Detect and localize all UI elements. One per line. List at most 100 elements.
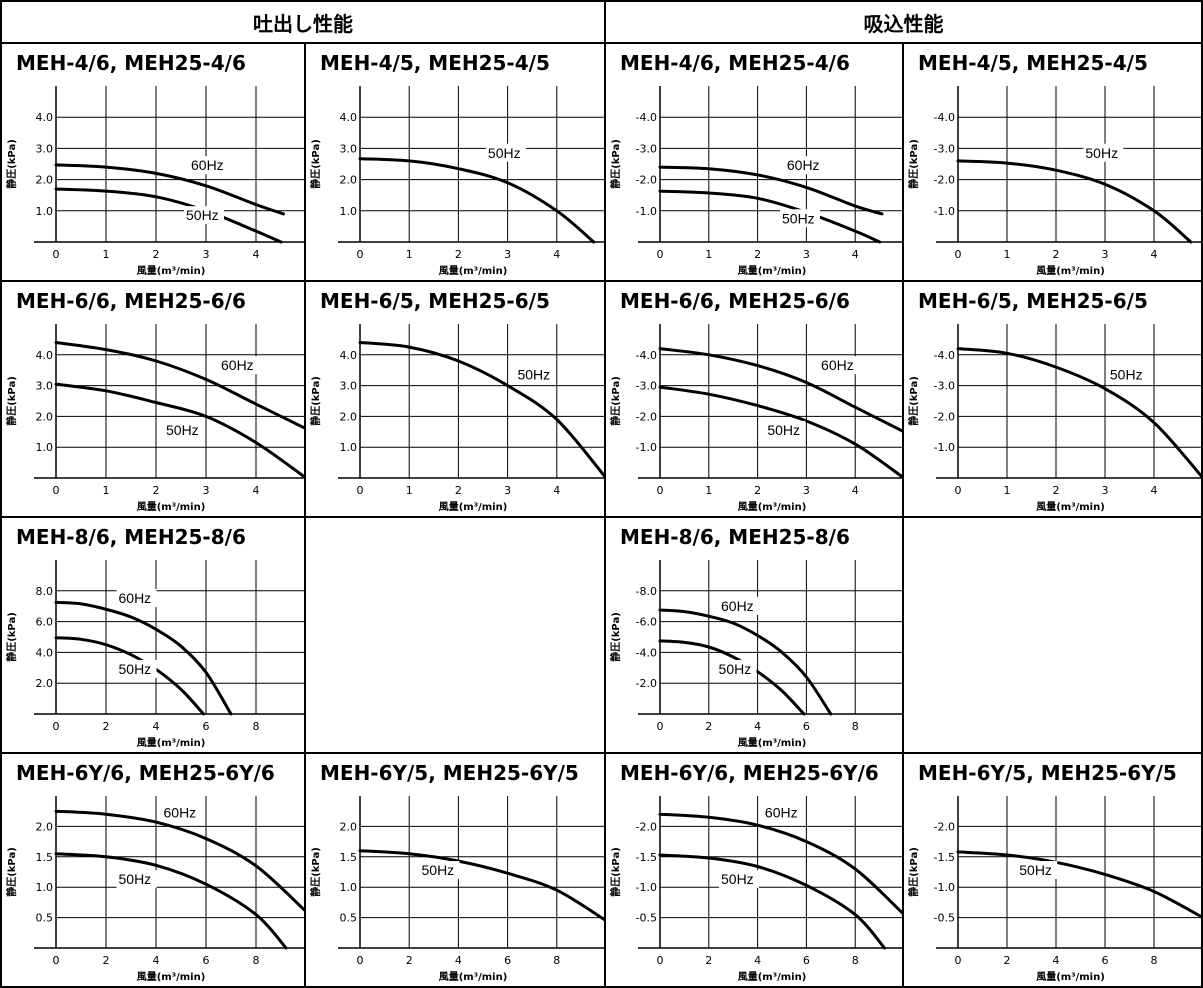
x-tick-label: 0: [53, 954, 60, 967]
x-tick-label: 2: [1053, 248, 1060, 261]
y-tick-label: 2.0: [36, 677, 54, 690]
x-tick-label: 1: [705, 484, 712, 497]
x-tick-label: 8: [1151, 954, 1158, 967]
y-tick-label: -1.0: [934, 881, 955, 894]
x-tick-label: 4: [1151, 484, 1158, 497]
series-label-60Hz: 60Hz: [161, 803, 202, 822]
y-tick-label: 2.0: [340, 410, 358, 423]
x-axis-label: 風量(m³/min): [738, 736, 807, 749]
x-tick-label: 8: [553, 954, 560, 967]
series-label-bg: [1083, 143, 1124, 162]
series-label-50Hz: 50Hz: [515, 365, 556, 384]
y-tick-label: 1.0: [340, 441, 358, 454]
y-tick-label: 3.0: [340, 142, 358, 155]
chart-title: MEH-6/6, MEH25-6/6: [16, 289, 246, 313]
series-label-bg: [1107, 365, 1148, 384]
y-tick-label: -1.0: [636, 441, 657, 454]
series-label-50Hz: 50Hz: [1083, 143, 1124, 162]
chart-7: MEH-6/6, MEH25-6/6 -1.0 -2.0 -3.0 -4.0 0 1 2 3 4 風…: [609, 289, 902, 513]
y-axis-label: 静圧(kPa): [907, 139, 920, 189]
chart-4: MEH-4/5, MEH25-4/5 -1.0 -2.0 -3.0 -4.0 0 1 2 3 4 風…: [907, 51, 1201, 277]
y-tick-label: -1.0: [636, 205, 657, 218]
x-tick-label: 0: [657, 720, 664, 733]
y-tick-label: -4.0: [636, 349, 657, 362]
x-tick-label: 4: [852, 484, 859, 497]
x-tick-label: 0: [657, 954, 664, 967]
series-label-50Hz: 50Hz: [765, 420, 806, 439]
y-tick-label: 0.5: [340, 912, 358, 925]
y-tick-label: -4.0: [636, 646, 657, 659]
series-label-text: 60Hz: [119, 590, 152, 606]
series-label-text: 50Hz: [517, 366, 550, 382]
x-tick-label: 0: [53, 720, 60, 733]
discharge-performance-header: 吐出し性能: [0, 0, 606, 44]
series-label-50Hz: 50Hz: [116, 659, 157, 678]
series-label-text: 60Hz: [221, 357, 254, 373]
series-label-50Hz: 50Hz: [716, 659, 757, 678]
series-line-50Hz: [658, 385, 902, 479]
chart-cell-5: MEH-6/6, MEH25-6/6 1.0 2.0 3.0 4.0 0 1 2 3 4 風量(m³…: [0, 280, 306, 518]
series-label-bg: [716, 659, 757, 678]
y-tick-label: -3.0: [934, 380, 955, 393]
chart-cell-13: MEH-6Y/6, MEH25-6Y/6 -0.5 -1.0 -1.5 -2.0 0 2 4 6…: [604, 752, 904, 988]
y-tick-label: 3.0: [36, 142, 54, 155]
chart-cell-3: MEH-4/6, MEH25-4/6 -1.0 -2.0 -3.0 -4.0 0 1 2 3 4 風…: [604, 42, 904, 282]
series-line-50Hz: [54, 187, 283, 244]
y-tick-label: -3.0: [636, 142, 657, 155]
x-tick-label: 4: [153, 954, 160, 967]
x-tick-label: 3: [1102, 484, 1109, 497]
chart-cell-2: MEH-4/5, MEH25-4/5 1.0 2.0 3.0 4.0 0 1 2 3 4 風量(m³…: [304, 42, 606, 282]
x-tick-label: 0: [357, 954, 364, 967]
series-label-bg: [765, 420, 806, 439]
series-line-60Hz: [658, 812, 902, 915]
series-label-text: 50Hz: [488, 145, 521, 161]
x-tick-label: 2: [1053, 484, 1060, 497]
x-tick-label: 0: [657, 248, 664, 261]
series-line-50Hz: [54, 636, 205, 716]
y-axis-label: 静圧(kPa): [907, 847, 920, 897]
x-axis-label: 風量(m³/min): [439, 264, 508, 277]
chart-title: MEH-6/5, MEH25-6/5: [918, 289, 1148, 313]
y-axis-label: 静圧(kPa): [907, 376, 920, 426]
x-tick-label: 3: [803, 484, 810, 497]
y-tick-label: -2.0: [636, 410, 657, 423]
series-line-50Hz: [358, 341, 604, 478]
series-line-50Hz: [54, 382, 304, 479]
x-tick-label: 2: [455, 484, 462, 497]
y-axis-label: 静圧(kPa): [309, 847, 322, 897]
y-tick-label: -8.0: [636, 585, 657, 598]
x-tick-label: 2: [406, 954, 413, 967]
x-axis-label: 風量(m³/min): [439, 970, 508, 983]
chart-title: MEH-6Y/5, MEH25-6Y/5: [918, 761, 1177, 785]
x-axis-label: 風量(m³/min): [1036, 500, 1105, 513]
series-label-text: 50Hz: [782, 210, 815, 226]
series-label-text: 60Hz: [821, 357, 854, 373]
series-line-50Hz: [956, 159, 1193, 244]
y-axis-label: 静圧(kPa): [5, 612, 18, 662]
y-tick-label: 4.0: [36, 349, 54, 362]
series-label-text: 50Hz: [119, 661, 152, 677]
x-tick-label: 6: [803, 954, 810, 967]
series-label-bg: [1017, 861, 1058, 880]
y-tick-label: 3.0: [340, 380, 358, 393]
chart-cell-14: MEH-6Y/5, MEH25-6Y/5 -0.5 -1.0 -1.5 -2.0 0 2 4 6…: [902, 752, 1203, 988]
x-tick-label: 1: [103, 484, 110, 497]
y-tick-label: 1.5: [340, 851, 358, 864]
x-tick-label: 1: [406, 248, 413, 261]
series-label-50Hz: 50Hz: [485, 143, 526, 162]
y-tick-label: -1.0: [636, 881, 657, 894]
chart-title: MEH-4/6, MEH25-4/6: [620, 51, 850, 75]
series-label-bg: [116, 589, 157, 608]
chart-cell-4: MEH-4/5, MEH25-4/5 -1.0 -2.0 -3.0 -4.0 0 1 2 3 4 風…: [902, 42, 1203, 282]
series-line-50Hz: [658, 639, 806, 716]
series-label-bg: [161, 803, 202, 822]
y-tick-label: 4.0: [340, 111, 358, 124]
x-axis-label: 風量(m³/min): [738, 264, 807, 277]
chart-cell-11: MEH-6Y/6, MEH25-6Y/6 0.5 1.0 1.5 2.0 0 2 4 6 8 風量(…: [0, 752, 306, 988]
x-tick-label: 2: [153, 248, 160, 261]
series-label-text: 50Hz: [422, 862, 455, 878]
x-tick-label: 2: [1004, 954, 1011, 967]
x-tick-label: 1: [1004, 248, 1011, 261]
series-line-50Hz: [358, 849, 604, 922]
x-tick-label: 2: [103, 720, 110, 733]
